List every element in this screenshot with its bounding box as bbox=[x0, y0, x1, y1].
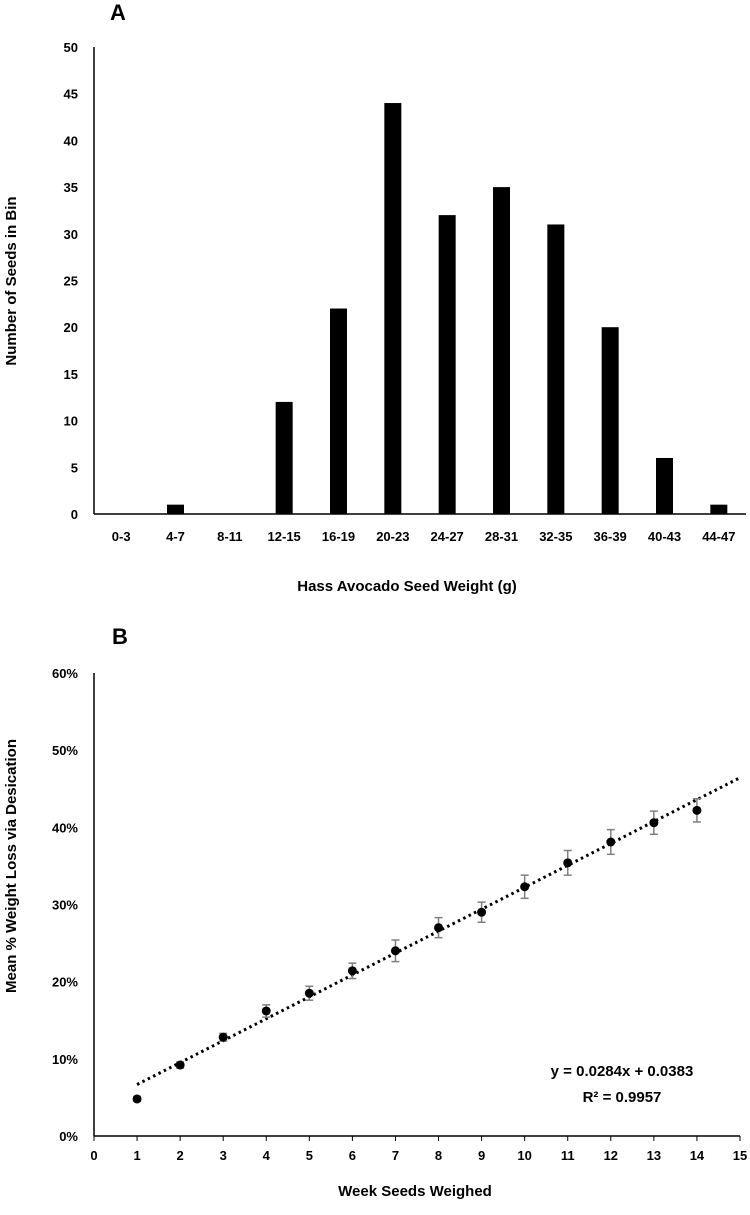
y-tick-label: 40% bbox=[52, 820, 78, 835]
x-tick-label: 28-31 bbox=[485, 529, 518, 544]
panel-b-y-ticks: 0% 10% 20% 30% 40% 50% 60% bbox=[52, 666, 78, 1144]
data-point bbox=[261, 1006, 271, 1016]
data-point bbox=[649, 818, 659, 828]
x-tick-label: 0-3 bbox=[112, 529, 131, 544]
x-tick-label: 8-11 bbox=[217, 529, 242, 544]
y-tick-label: 50 bbox=[64, 40, 78, 55]
x-tick-label: 0 bbox=[90, 1148, 97, 1163]
panel-b-points bbox=[132, 805, 702, 1104]
y-tick-label: 40 bbox=[64, 133, 78, 148]
x-tick-label: 13 bbox=[647, 1148, 661, 1163]
data-point bbox=[132, 1094, 142, 1104]
y-tick-label: 30% bbox=[52, 898, 78, 913]
bar-36-39 bbox=[601, 327, 619, 514]
bar-20-23 bbox=[384, 103, 402, 514]
data-point bbox=[563, 858, 573, 868]
panel-a-x-ticks: 0-3 4-7 8-11 12-15 16-19 20-23 24-27 28-31 32-35… bbox=[112, 529, 736, 544]
y-tick-label: 10 bbox=[64, 414, 78, 429]
panel-b-x-axis-title: Week Seeds Weighed bbox=[338, 1183, 492, 1200]
panel-a-bars bbox=[167, 103, 728, 514]
x-tick-label: 11 bbox=[561, 1148, 575, 1163]
panel-b-r-squared: R² = 0.9957 bbox=[583, 1089, 662, 1106]
data-point bbox=[175, 1060, 185, 1070]
bar-28-31 bbox=[493, 187, 510, 514]
x-tick-label: 44-47 bbox=[702, 529, 735, 544]
data-point bbox=[520, 882, 530, 892]
panel-a-y-ticks: 0 5 10 15 20 25 30 35 40 45 50 bbox=[64, 40, 78, 522]
data-point bbox=[390, 946, 400, 956]
panel-b-error-bars bbox=[133, 798, 701, 1103]
bar-32-35 bbox=[547, 224, 565, 514]
panel-a-x-axis-title: Hass Avocado Seed Weight (g) bbox=[297, 578, 517, 595]
y-tick-label: 50% bbox=[52, 743, 78, 758]
panel-b-equation: y = 0.0284x + 0.0383 bbox=[551, 1063, 694, 1080]
panel-b-label: B bbox=[112, 624, 128, 649]
y-tick-label: 15 bbox=[64, 367, 78, 382]
data-point bbox=[606, 837, 616, 847]
y-tick-label: 30 bbox=[64, 227, 78, 242]
bar-40-43 bbox=[656, 457, 673, 514]
data-point bbox=[692, 805, 702, 815]
panel-b-x-ticks: 0 1 2 3 4 5 6 7 8 9 10 11 12 13 14 15 bbox=[90, 1136, 747, 1163]
x-tick-label: 7 bbox=[392, 1148, 399, 1163]
y-tick-label: 45 bbox=[64, 87, 78, 102]
x-tick-label: 6 bbox=[349, 1148, 356, 1163]
y-tick-label: 60% bbox=[52, 666, 78, 681]
x-tick-label: 9 bbox=[478, 1148, 485, 1163]
x-tick-label: 20-23 bbox=[376, 529, 409, 544]
bar-4-7 bbox=[167, 504, 184, 514]
x-tick-label: 2 bbox=[177, 1148, 184, 1163]
x-tick-label: 5 bbox=[306, 1148, 313, 1163]
x-tick-label: 4 bbox=[263, 1148, 271, 1163]
panel-b-y-axis-title: Mean % Weight Loss via Desication bbox=[3, 739, 20, 993]
bar-24-27 bbox=[438, 215, 456, 514]
x-tick-label: 3 bbox=[220, 1148, 227, 1163]
data-point bbox=[477, 907, 487, 917]
x-tick-label: 40-43 bbox=[648, 529, 681, 544]
data-point bbox=[218, 1032, 228, 1042]
panel-a: A 0 5 10 15 20 25 30 35 40 45 50 0-3 4-7 8-11 12-15 16… bbox=[3, 0, 746, 595]
x-tick-label: 4-7 bbox=[166, 529, 185, 544]
y-tick-label: 0% bbox=[59, 1129, 78, 1144]
data-point bbox=[347, 966, 357, 976]
data-point bbox=[434, 923, 444, 933]
x-tick-label: 36-39 bbox=[594, 529, 627, 544]
x-tick-label: 14 bbox=[690, 1148, 705, 1163]
y-tick-label: 20 bbox=[64, 320, 78, 335]
x-tick-label: 15 bbox=[733, 1148, 747, 1163]
x-tick-label: 32-35 bbox=[539, 529, 572, 544]
panel-b: B 0%10%20%30%40%50%60% 0 1 2 3 4 5 6 7 8 9 10 11 12 1… bbox=[3, 624, 747, 1200]
data-point bbox=[304, 988, 314, 998]
y-tick-label: 20% bbox=[52, 975, 78, 990]
y-tick-label: 25 bbox=[64, 274, 78, 289]
x-tick-label: 8 bbox=[435, 1148, 442, 1163]
y-tick-label: 0 bbox=[71, 507, 78, 522]
panel-a-label: A bbox=[110, 0, 126, 25]
x-tick-label: 16-19 bbox=[322, 529, 355, 544]
y-tick-label: 5 bbox=[71, 460, 78, 475]
x-tick-label: 10 bbox=[517, 1148, 531, 1163]
panel-a-y-axis-title: Number of Seeds in Bin bbox=[3, 196, 20, 365]
y-tick-label: 10% bbox=[52, 1052, 78, 1067]
x-tick-label: 24-27 bbox=[431, 529, 464, 544]
bar-16-19 bbox=[330, 308, 347, 514]
x-tick-label: 12-15 bbox=[268, 529, 301, 544]
bar-12-15 bbox=[275, 401, 293, 514]
x-tick-label: 1 bbox=[133, 1148, 140, 1163]
x-tick-label: 12 bbox=[604, 1148, 618, 1163]
bar-44-47 bbox=[710, 504, 728, 514]
y-tick-label: 35 bbox=[64, 180, 78, 195]
